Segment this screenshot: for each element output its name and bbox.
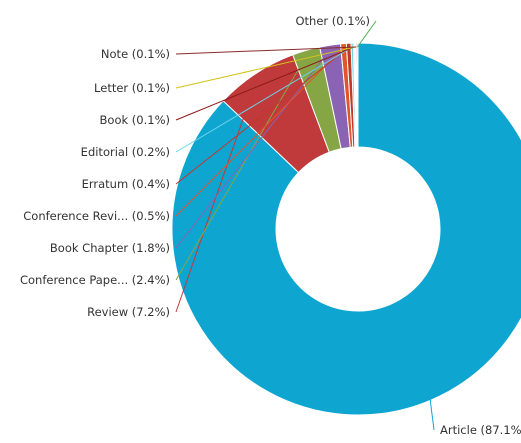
leader-line-book — [175, 46, 355, 121]
labels-layer: Article (87.1% Review (7.2%) Conference Pa… — [20, 14, 521, 437]
slice-label-letter: Letter (0.1%) — [94, 81, 170, 95]
slices-layer — [171, 42, 521, 416]
leader-line-article — [429, 396, 435, 431]
slice-label-review: Review (7.2%) — [87, 305, 170, 319]
slice-label-conference-revi: Conference Revi... (0.5%) — [23, 209, 170, 223]
leader-line-other — [357, 20, 377, 48]
leader-line-erratum — [175, 46, 350, 185]
leader-line-editorial — [175, 46, 353, 153]
leader-line-review — [175, 77, 259, 313]
leader-line-conference-pape — [175, 53, 308, 281]
slice-label-editorial: Editorial (0.2%) — [81, 145, 170, 159]
leader-line-conference-revi — [175, 47, 345, 217]
slice-label-conference-pape: Conference Pape... (2.4%) — [20, 273, 170, 287]
slice-label-article: Article (87.1% — [440, 423, 521, 437]
leader-line-note — [175, 46, 357, 55]
leader-lines-layer — [175, 20, 435, 431]
slice-label-note: Note (0.1%) — [101, 47, 170, 61]
slice-label-book: Book (0.1%) — [100, 113, 170, 127]
slice-label-erratum: Erratum (0.4%) — [82, 177, 170, 191]
slice-other[interactable] — [356, 42, 359, 148]
slice-label-book-chapter: Book Chapter (1.8%) — [50, 241, 170, 255]
leader-line-letter — [175, 46, 356, 89]
slice-label-other: Other (0.1%) — [296, 14, 371, 28]
